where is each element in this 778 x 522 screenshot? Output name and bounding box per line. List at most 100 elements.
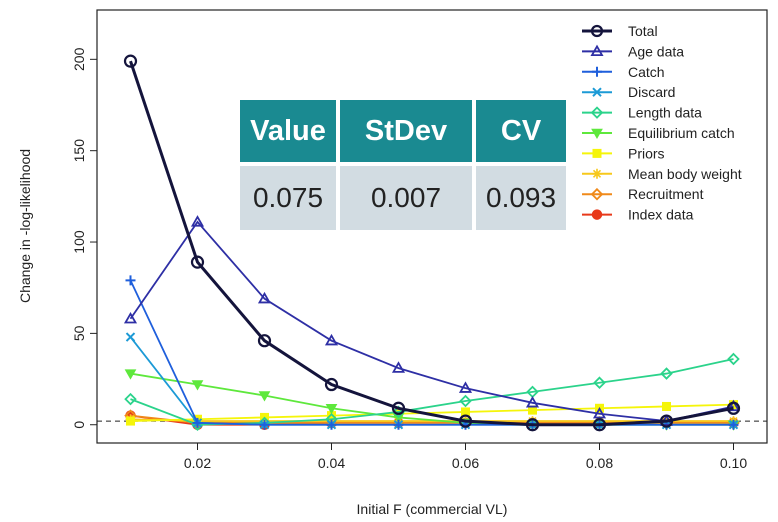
series-total bbox=[123, 54, 741, 432]
x-tick-label: 0.06 bbox=[452, 455, 479, 471]
series-layer bbox=[123, 54, 741, 432]
series-age-data bbox=[123, 215, 741, 426]
legend-item-priors: Priors bbox=[582, 145, 665, 161]
total-point bbox=[525, 418, 540, 432]
y-tick-label: 150 bbox=[71, 139, 87, 163]
total-point bbox=[592, 418, 607, 432]
legend-label: Age data bbox=[628, 43, 684, 59]
age-data-point bbox=[324, 333, 339, 346]
legend-label: Equilibrium catch bbox=[628, 125, 735, 141]
catch-line bbox=[129, 280, 734, 426]
y-tick-label: 0 bbox=[71, 421, 87, 429]
age-data-point bbox=[391, 361, 406, 373]
priors-point bbox=[662, 401, 671, 411]
mean-body-weight-line bbox=[130, 418, 734, 422]
stats-value-row: 0.075 0.007 0.093 bbox=[240, 166, 567, 230]
equilibrium-catch-point bbox=[325, 404, 338, 415]
x-tick-label: 0.02 bbox=[184, 455, 211, 471]
legend-marker bbox=[592, 148, 602, 158]
legend: Total Age data Catch Discard Length data Equi… bbox=[582, 23, 742, 223]
cv-header: CV bbox=[476, 100, 567, 162]
legend-item-length-data: Length data bbox=[582, 105, 702, 121]
x-axis: 0.02 0.04 0.06 0.08 0.10 bbox=[184, 443, 747, 471]
total-point bbox=[726, 401, 741, 415]
catch-point bbox=[393, 419, 404, 430]
legend-item-recruitment: Recruitment bbox=[582, 186, 704, 202]
x-axis-title: Initial F (commercial VL) bbox=[357, 501, 508, 517]
value-cell: 0.075 bbox=[240, 166, 336, 230]
legend-label: Catch bbox=[628, 64, 665, 80]
x-tick-label: 0.04 bbox=[318, 455, 345, 471]
legend-item-age-data: Age data bbox=[582, 43, 684, 59]
legend-item-total: Total bbox=[582, 23, 658, 39]
equilibrium-catch-point bbox=[191, 380, 204, 391]
legend-label: Length data bbox=[628, 105, 702, 121]
legend-item-discard: Discard bbox=[582, 84, 675, 100]
total-point bbox=[257, 334, 272, 348]
catch-point bbox=[192, 417, 203, 428]
stdev-header: StDev bbox=[340, 100, 472, 162]
legend-item-index-data: Index data bbox=[582, 207, 694, 223]
total-line bbox=[129, 60, 734, 427]
age-data-point bbox=[123, 311, 138, 324]
y-tick-label: 200 bbox=[71, 47, 87, 71]
legend-marker bbox=[590, 106, 604, 119]
total-point bbox=[324, 377, 339, 392]
y-tick-label: 50 bbox=[71, 325, 87, 341]
series-catch bbox=[125, 275, 739, 430]
discard-point bbox=[125, 332, 136, 342]
catch-point bbox=[125, 275, 136, 286]
legend-item-mean-body-weight: Mean body weight bbox=[582, 166, 742, 182]
legend-marker bbox=[592, 66, 602, 77]
legend-marker bbox=[590, 24, 604, 38]
stdev-cell: 0.007 bbox=[340, 166, 472, 230]
length-data-point bbox=[124, 392, 137, 406]
age-data-point bbox=[458, 381, 473, 393]
length-data-point bbox=[727, 352, 740, 366]
x-tick-label: 0.08 bbox=[586, 455, 613, 471]
y-axis: 0 50 100 150 200 bbox=[71, 47, 97, 429]
legend-label: Index data bbox=[628, 207, 694, 223]
legend-label: Recruitment bbox=[628, 186, 704, 202]
legend-marker bbox=[592, 168, 602, 179]
cv-cell: 0.093 bbox=[476, 166, 567, 230]
legend-item-equilibrium-catch: Equilibrium catch bbox=[582, 125, 735, 141]
age-data-line bbox=[129, 220, 734, 422]
age-data-point bbox=[592, 406, 607, 419]
legend-marker bbox=[590, 187, 604, 201]
catch-point bbox=[728, 419, 739, 430]
length-data-point bbox=[593, 376, 606, 389]
legend-marker bbox=[590, 44, 604, 57]
catch-point bbox=[259, 419, 270, 430]
age-data-point bbox=[257, 291, 272, 304]
x-tick-label: 0.10 bbox=[720, 455, 747, 471]
y-tick-label: 100 bbox=[71, 230, 87, 254]
legend-marker bbox=[591, 209, 603, 220]
legend-label: Total bbox=[628, 23, 658, 39]
age-data-point bbox=[190, 215, 205, 227]
discard-line bbox=[129, 336, 734, 426]
total-point bbox=[190, 255, 205, 269]
legend-marker bbox=[592, 87, 602, 97]
stats-table: Value StDev CV 0.075 0.007 0.093 bbox=[236, 100, 570, 230]
length-data-point bbox=[459, 394, 472, 408]
length-data-point bbox=[660, 367, 673, 380]
age-data-point bbox=[726, 399, 741, 412]
priors-point bbox=[126, 416, 135, 426]
legend-label: Priors bbox=[628, 145, 665, 161]
age-data-point bbox=[525, 395, 540, 408]
equilibrium-catch-line bbox=[130, 372, 734, 426]
equilibrium-catch-point bbox=[124, 369, 137, 380]
stats-header-row: Value StDev CV bbox=[240, 100, 567, 162]
total-point bbox=[391, 401, 406, 415]
total-point bbox=[458, 414, 473, 428]
legend-label: Mean body weight bbox=[628, 166, 742, 182]
equilibrium-catch-point bbox=[258, 391, 271, 402]
plot-frame bbox=[96, 9, 768, 444]
value-header: Value bbox=[240, 100, 336, 162]
total-point bbox=[123, 54, 138, 68]
priors-line bbox=[130, 403, 734, 422]
y-axis-title: Change in -log-likelihood bbox=[17, 149, 33, 303]
total-point bbox=[659, 414, 674, 428]
